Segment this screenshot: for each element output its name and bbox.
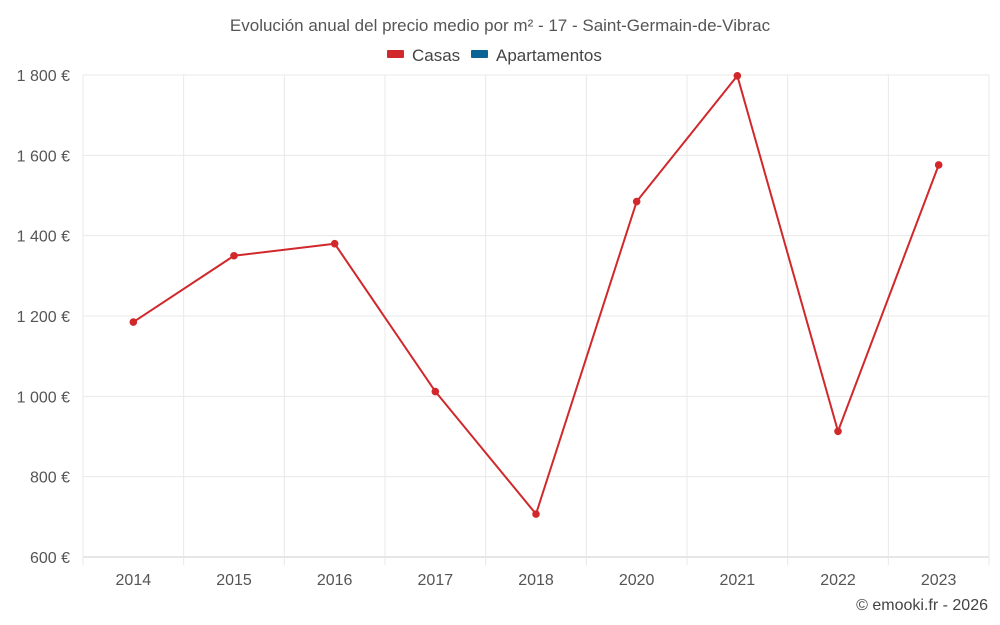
legend-swatch-apartamentos [471,50,488,58]
legend-label-apartamentos: Apartamentos [496,46,602,65]
x-tick-label: 2023 [921,572,957,589]
y-tick-label: 1 400 € [17,229,70,246]
y-tick-label: 1 600 € [17,148,70,165]
x-tick-label: 2018 [518,572,554,589]
data-point-2015[interactable] [230,251,238,260]
legend-label-casas: Casas [412,46,460,65]
x-axis: 2014 2015 2016 2017 2018 2020 2021 2022 2023 [116,572,957,589]
data-point-2016[interactable] [330,239,339,248]
y-axis: 600 € 800 € 1 000 € 1 200 € 1 400 € 1 600 € 1 … [17,68,70,567]
x-tick-label: 2022 [820,572,856,589]
y-tick-label: 800 € [30,470,70,487]
legend-item-apartamentos[interactable]: Apartamentos [471,46,602,65]
y-tick-label: 1 800 € [17,68,70,85]
series-casas [129,72,943,518]
x-gridlines [82,75,990,565]
data-point-2021[interactable] [733,72,742,80]
y-tick-label: 1 200 € [17,309,70,326]
x-tick-label: 2020 [619,572,655,589]
x-tick-label: 2014 [116,572,152,589]
series-line-casas [132,74,940,516]
chart-title: Evolución anual del precio medio por m² … [230,16,771,35]
x-tick-label: 2016 [317,572,353,589]
credit-text: © emooki.fr - 2026 [856,597,988,614]
data-point-2014[interactable] [129,318,138,326]
data-point-2022[interactable] [834,427,842,436]
x-tick-label: 2015 [216,572,252,589]
data-point-2018[interactable] [532,510,540,518]
data-point-2020[interactable] [632,197,641,206]
y-tick-label: 1 000 € [17,389,70,406]
x-tick-label: 2017 [418,572,454,589]
legend-swatch-casas [387,50,404,58]
legend-item-casas[interactable]: Casas [387,46,460,65]
legend: Casas Apartamentos [387,46,602,65]
y-tick-label: 600 € [30,550,70,567]
data-point-2023[interactable] [934,161,943,169]
data-point-2017[interactable] [431,387,440,396]
x-tick-label: 2021 [720,572,756,589]
y-gridlines [83,74,989,558]
